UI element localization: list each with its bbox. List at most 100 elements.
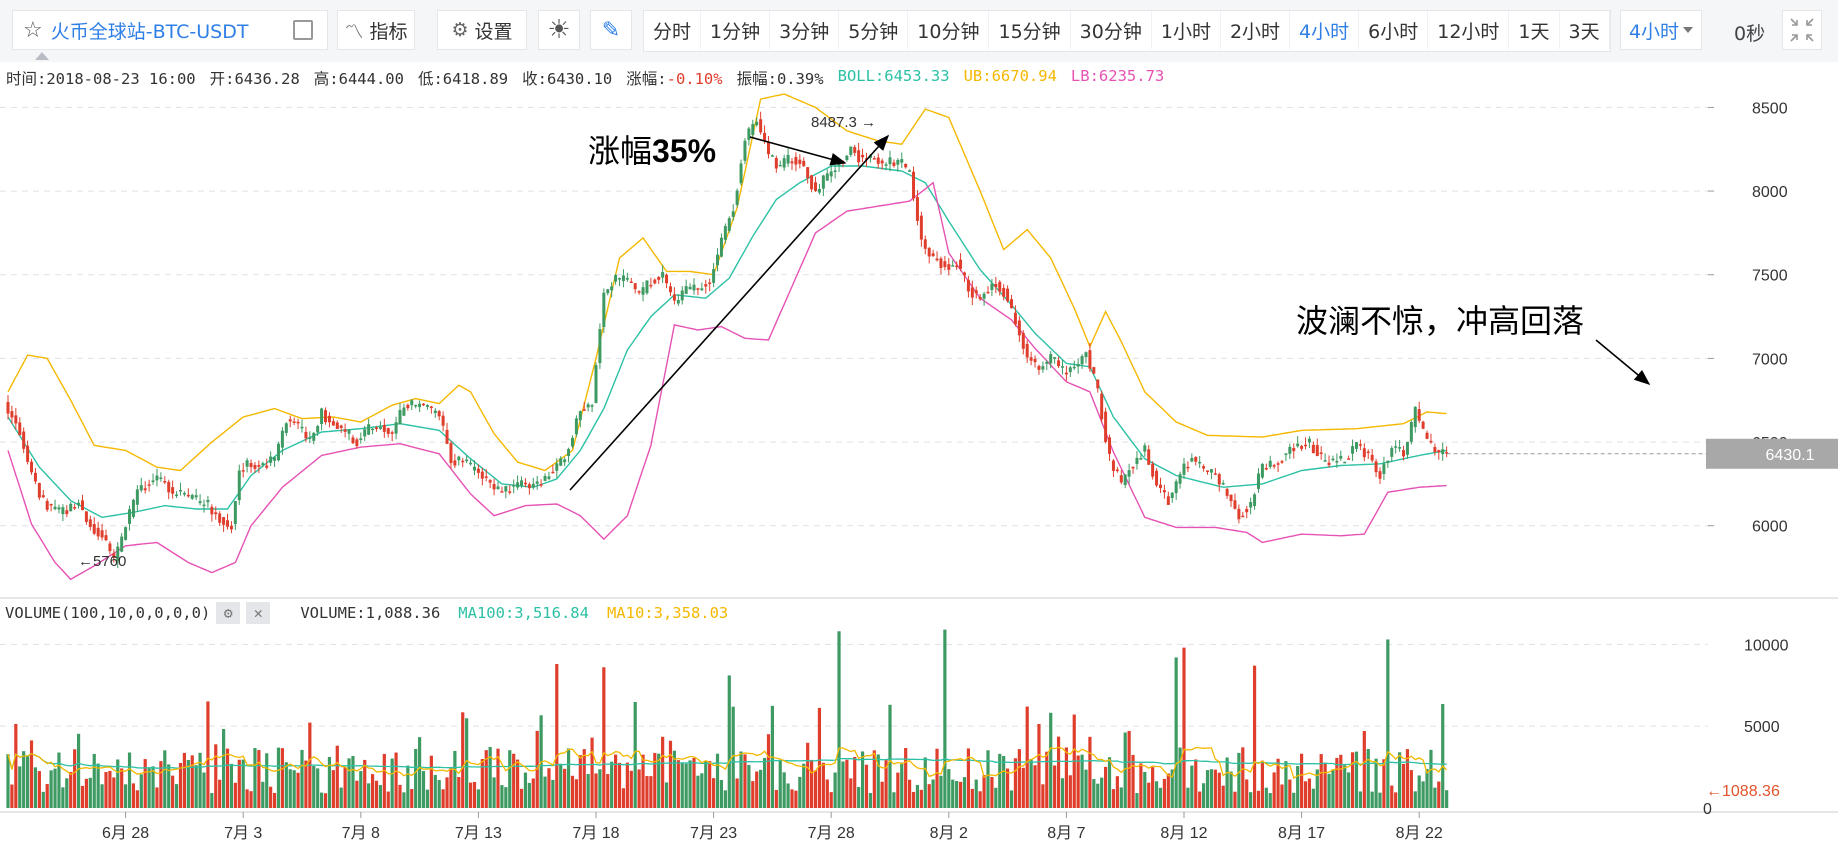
volume-bar (488, 746, 492, 808)
candle-body (374, 427, 378, 429)
volume-bar (523, 772, 528, 808)
candle-body (1108, 437, 1112, 454)
volume-bar (825, 779, 829, 808)
candle-body (1076, 363, 1080, 367)
volume-info-bar: VOLUME(100,10,0,0,0,0) ⚙ ✕ VOLUME:1,088.… (5, 602, 728, 624)
candle-body (1288, 446, 1292, 454)
theme-toggle-button[interactable]: ☀ (538, 10, 580, 50)
candle-body (1237, 508, 1241, 520)
x-tick-label: 7月 13 (455, 825, 502, 842)
candle-body (512, 484, 516, 487)
candle-body (343, 429, 347, 432)
settings-button[interactable]: ⚙ 设置 (437, 10, 527, 50)
volume-bar (578, 755, 582, 808)
candle-body (825, 173, 829, 181)
period-tab[interactable]: 1分钟 (701, 11, 771, 49)
candle-body (1115, 469, 1119, 472)
volume-bar (598, 769, 602, 808)
volume-bar (1068, 775, 1072, 808)
candle-body (347, 429, 351, 434)
volume-bar (994, 787, 998, 808)
candle-body (1402, 450, 1406, 457)
volume-bar (378, 785, 382, 808)
candle-body (178, 489, 182, 492)
volume-bar (802, 763, 806, 808)
candle-body (1080, 356, 1084, 365)
candle-body (202, 504, 206, 507)
candle-body (872, 158, 876, 160)
period-tab[interactable]: 15分钟 (989, 11, 1071, 49)
period-tab[interactable]: 1天 (1509, 11, 1560, 49)
candle-body (469, 462, 473, 465)
volume-bar (284, 762, 288, 808)
volume-bar (1405, 749, 1410, 808)
period-tab[interactable]: 6小时 (1359, 11, 1429, 49)
period-tab[interactable]: 1小时 (1152, 11, 1221, 49)
period-tab-active[interactable]: 4小时 (1290, 11, 1360, 49)
volume-bar (22, 751, 26, 808)
volume-bar (155, 787, 159, 808)
volume-bar (61, 787, 65, 808)
volume-bar (1421, 781, 1425, 808)
star-icon[interactable]: ☆ (23, 17, 43, 43)
period-tab[interactable]: 10分钟 (908, 11, 990, 49)
candle-body (1166, 496, 1170, 505)
candle-body (222, 517, 226, 525)
candle-body (857, 150, 861, 163)
period-dropdown[interactable]: 4小时 (1620, 10, 1702, 50)
period-tab[interactable]: 2小时 (1221, 11, 1291, 49)
volume-bar (116, 759, 120, 808)
volume-bar (1417, 775, 1421, 808)
candle-body (574, 418, 578, 435)
candle-body (633, 283, 637, 290)
volume-bar (1127, 730, 1131, 808)
period-tab[interactable]: 3天 (1560, 11, 1610, 49)
volume-bar (1147, 782, 1151, 808)
candle-body (194, 495, 198, 498)
volume-bar (923, 757, 927, 808)
volume-bar (480, 759, 484, 808)
fullscreen-button[interactable] (1782, 10, 1822, 50)
candle-body (582, 409, 586, 411)
close-icon[interactable]: ✕ (246, 602, 271, 624)
period-tab[interactable]: 分时 (644, 11, 702, 49)
volume-bar (911, 791, 916, 808)
period-tab[interactable]: 5分钟 (839, 11, 909, 49)
volume-bar (1174, 657, 1178, 808)
candle-body (927, 247, 931, 257)
sun-icon: ☀ (547, 15, 571, 45)
period-tab[interactable]: 12小时 (1428, 11, 1510, 49)
volume-bar (966, 748, 970, 808)
volume-bar (33, 767, 38, 808)
volume-bar (900, 762, 904, 808)
volume-bar (1096, 783, 1100, 808)
popout-icon[interactable] (293, 20, 313, 40)
candle-body (1331, 458, 1335, 461)
gear-icon[interactable]: ⚙ (216, 602, 241, 624)
volume-title: VOLUME(100,10,0,0,0,0) (5, 604, 211, 622)
period-dropdown-value: 4小时 (1628, 20, 1680, 43)
candle-body (1225, 488, 1229, 496)
period-tab[interactable]: 30分钟 (1071, 11, 1152, 49)
symbol-selector[interactable]: ☆ 火币全球站-BTC-USDT (12, 10, 328, 50)
volume-bar (508, 750, 512, 808)
info-open: 开:6436.28 (209, 70, 300, 88)
volume-bar (837, 631, 841, 808)
period-tab[interactable]: 3分钟 (770, 11, 840, 49)
volume-bar (935, 748, 939, 808)
candle-body (817, 188, 821, 193)
volume-bar (367, 783, 371, 808)
volume-bar (806, 742, 810, 808)
candle-body (155, 475, 159, 481)
candle-body (668, 286, 672, 293)
volume-bar (1339, 754, 1343, 808)
volume-bar (194, 765, 198, 808)
volume-bar (257, 750, 261, 808)
draw-tool-button[interactable]: ✎ (590, 10, 632, 50)
volume-bar (45, 784, 49, 808)
candle-body (190, 494, 194, 499)
volume-bar (457, 776, 461, 808)
indicator-button[interactable]: 〽 指标 (337, 10, 415, 50)
volume-bar (1386, 639, 1390, 808)
